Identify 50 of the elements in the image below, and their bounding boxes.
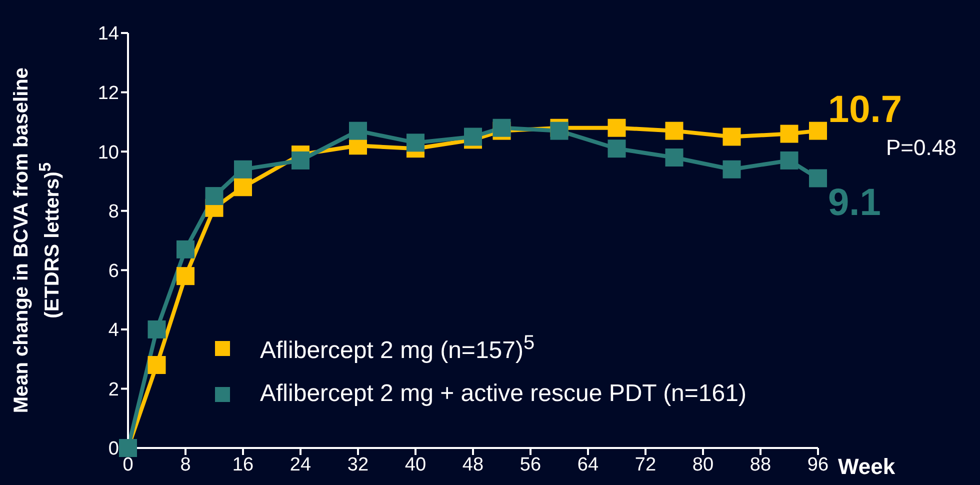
x-axis-title: Week [838,454,896,480]
point [665,148,684,166]
point [492,118,511,137]
y-tick-label: 8 [108,202,119,223]
point [809,122,827,140]
point [292,151,310,170]
point [608,118,626,137]
x-tick-label: 64 [577,454,599,476]
x-tick-label: 88 [750,454,772,476]
point [550,122,568,140]
y-tick-label: 10 [98,142,119,164]
point [722,160,741,178]
point [608,140,626,158]
point [176,267,194,286]
y-tick-label: 12 [98,83,119,104]
x-tick-label: 16 [232,454,254,476]
x-tick-label: 56 [520,454,542,476]
y-tick-label: 0 [108,438,119,460]
point [234,178,252,196]
point [205,187,224,206]
x-tick-label: 40 [404,454,426,476]
point [780,151,798,170]
x-tick-label: 8 [180,454,191,476]
x-tick-label: 96 [807,454,829,476]
point [176,240,194,258]
x-tick-label: 72 [634,454,656,476]
x-tick-label: 0 [122,454,134,476]
annotation: 9.1 [828,182,881,226]
x-tick-label: 48 [462,454,484,476]
x-tick-label: 32 [347,454,369,476]
legend-label: Aflibercept 2 mg + active rescue PDT (n=161) [260,380,746,408]
point [349,122,367,140]
y-tick-label: 4 [108,320,120,342]
x-tick-label: 80 [692,454,714,476]
y-tick-label: 2 [108,379,119,400]
point [148,356,166,374]
point [722,128,741,146]
point [780,124,798,143]
annotation: 10.7 [828,88,902,132]
point [809,169,827,188]
point [234,160,252,178]
x-tick-label: 24 [290,454,312,476]
point [464,128,482,146]
y-tick-label: 6 [108,260,119,282]
point [148,320,166,338]
point [665,122,684,140]
legend-label: Aflibercept 2 mg (n=157)$^{5}$ [260,332,535,364]
point [406,134,424,152]
text: P=0.48 [886,135,956,161]
y-tick-label: 14 [98,24,120,45]
